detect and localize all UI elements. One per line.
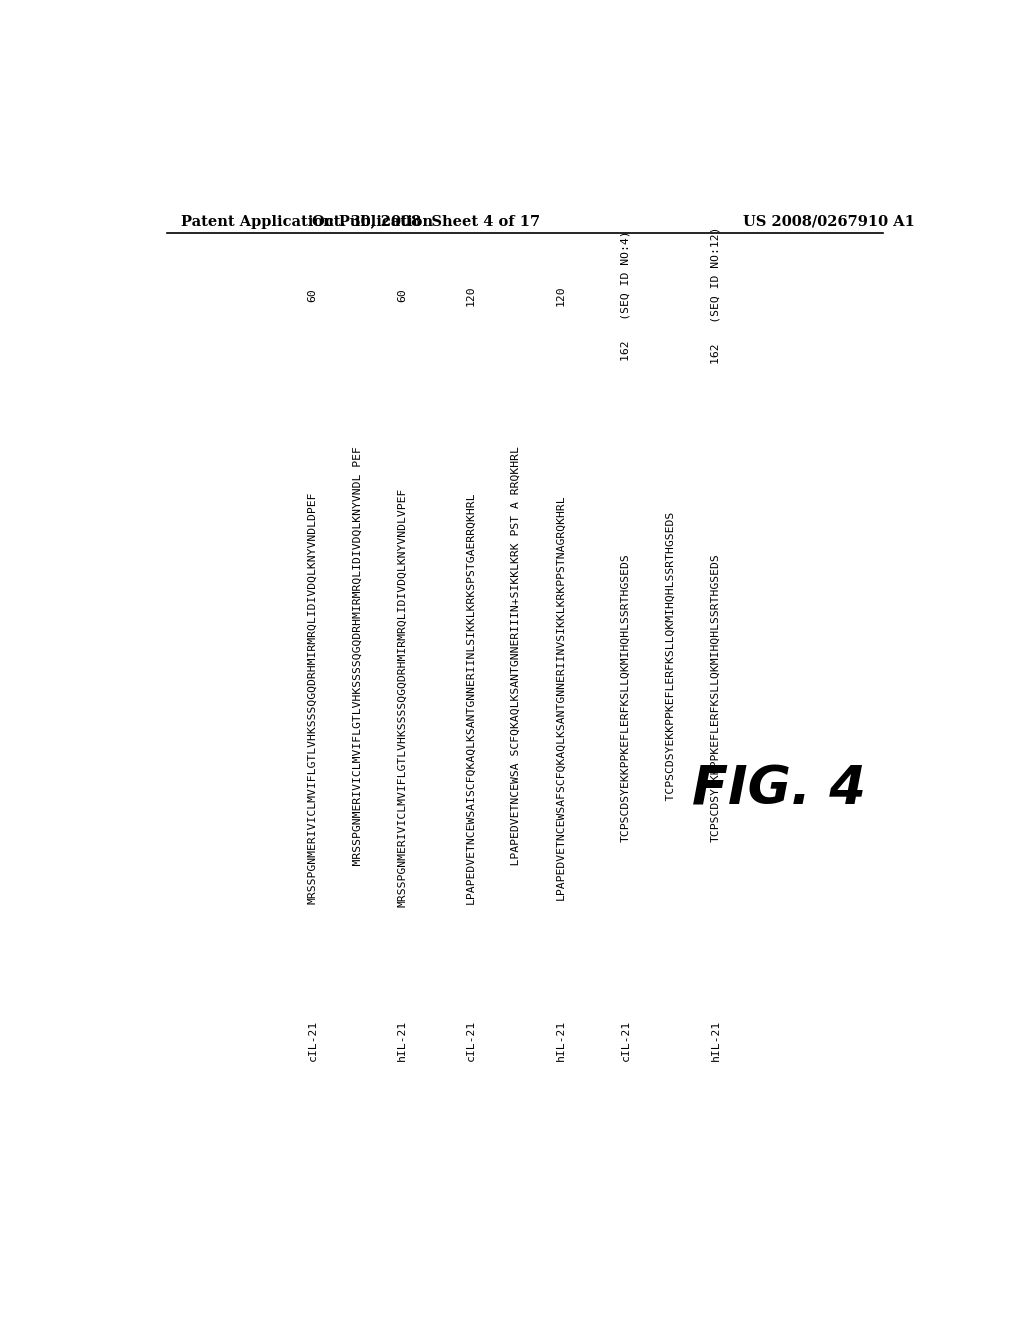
Text: 120: 120 bbox=[555, 285, 565, 306]
Text: Patent Application Publication: Patent Application Publication bbox=[180, 215, 433, 228]
Text: hIL-21: hIL-21 bbox=[397, 1019, 408, 1061]
Text: 162   (SEQ ID NO:4): 162 (SEQ ID NO:4) bbox=[621, 230, 631, 360]
Text: hIL-21: hIL-21 bbox=[711, 1019, 721, 1061]
Text: 60: 60 bbox=[307, 289, 317, 302]
Text: 60: 60 bbox=[397, 289, 408, 302]
Text: TCPSCDSYEKKPPKEFLERFKSLLQKMIHQHLSSRTHGSEDS: TCPSCDSYEKKPPKEFLERFKSLLQKMIHQHLSSRTHGSE… bbox=[621, 553, 631, 842]
Text: MRSSPGNMERIVICLMVIFLGTLVHKSSSSQGQDRHMIRMRQLIDIVDQLKNYVNDL PEF: MRSSPGNMERIVICLMVIFLGTLVHKSSSSQGQDRHMIRM… bbox=[352, 446, 362, 948]
Text: LPAPEDVETNCEWSAFSCFQKAQLKSANTGNNERIINVSIKKLKRKPPSTNAGRQKHRL: LPAPEDVETNCEWSAFSCFQKAQLKSANTGNNERIINVSI… bbox=[555, 495, 565, 900]
Text: MRSSPGNMERIVICLMVIFLGTLVHKSSSQGQDRHMIRMRQLIDIVDQLKNYVNDLDPEF: MRSSPGNMERIVICLMVIFLGTLVHKSSSQGQDRHMIRMR… bbox=[307, 491, 317, 904]
Text: cIL-21: cIL-21 bbox=[307, 1019, 317, 1061]
Text: FIG. 4: FIG. 4 bbox=[692, 764, 866, 816]
Text: hIL-21: hIL-21 bbox=[555, 1019, 565, 1061]
Text: US 2008/0267910 A1: US 2008/0267910 A1 bbox=[743, 215, 915, 228]
Text: LPAPEDVETNCEWSAISCFQKAQLKSANTGNNERIINLSIKKLKRKSPSTGAERRQKHRL: LPAPEDVETNCEWSAISCFQKAQLKSANTGNNERIINLSI… bbox=[466, 491, 475, 904]
Text: Oct. 30, 2008  Sheet 4 of 17: Oct. 30, 2008 Sheet 4 of 17 bbox=[312, 215, 541, 228]
Text: cIL-21: cIL-21 bbox=[466, 1019, 475, 1061]
Text: cIL-21: cIL-21 bbox=[621, 1019, 631, 1061]
Text: TCPSCDSYEKKPPKEFLERFKSLLQKMIHQHLSSRTHGSEDS: TCPSCDSYEKKPPKEFLERFKSLLQKMIHQHLSSRTHGSE… bbox=[711, 553, 721, 842]
Text: 120: 120 bbox=[466, 285, 475, 306]
Text: LPAPEDVETNCEWSA SCFQKAQLKSANTGNNERIIIN+SIKKLKRK PST A RRQKHRL: LPAPEDVETNCEWSA SCFQKAQLKSANTGNNERIIIN+S… bbox=[511, 446, 520, 948]
Text: 162   (SEQ ID NO:12): 162 (SEQ ID NO:12) bbox=[711, 227, 721, 364]
Text: MRSSPGNMERIVICLMVIFLGTLVHKSSSSQGQDRHMIRMRQLIDIVDQLKNYVNDLVPEF: MRSSPGNMERIVICLMVIFLGTLVHKSSSSQGQDRHMIRM… bbox=[397, 487, 408, 907]
Text: TCPSCDSYEKKPPKEFLERFKSLLQKMIHQHLSSRTHGSEDS: TCPSCDSYEKKPPKEFLERFKSLLQKMIHQHLSSRTHGSE… bbox=[666, 512, 676, 883]
